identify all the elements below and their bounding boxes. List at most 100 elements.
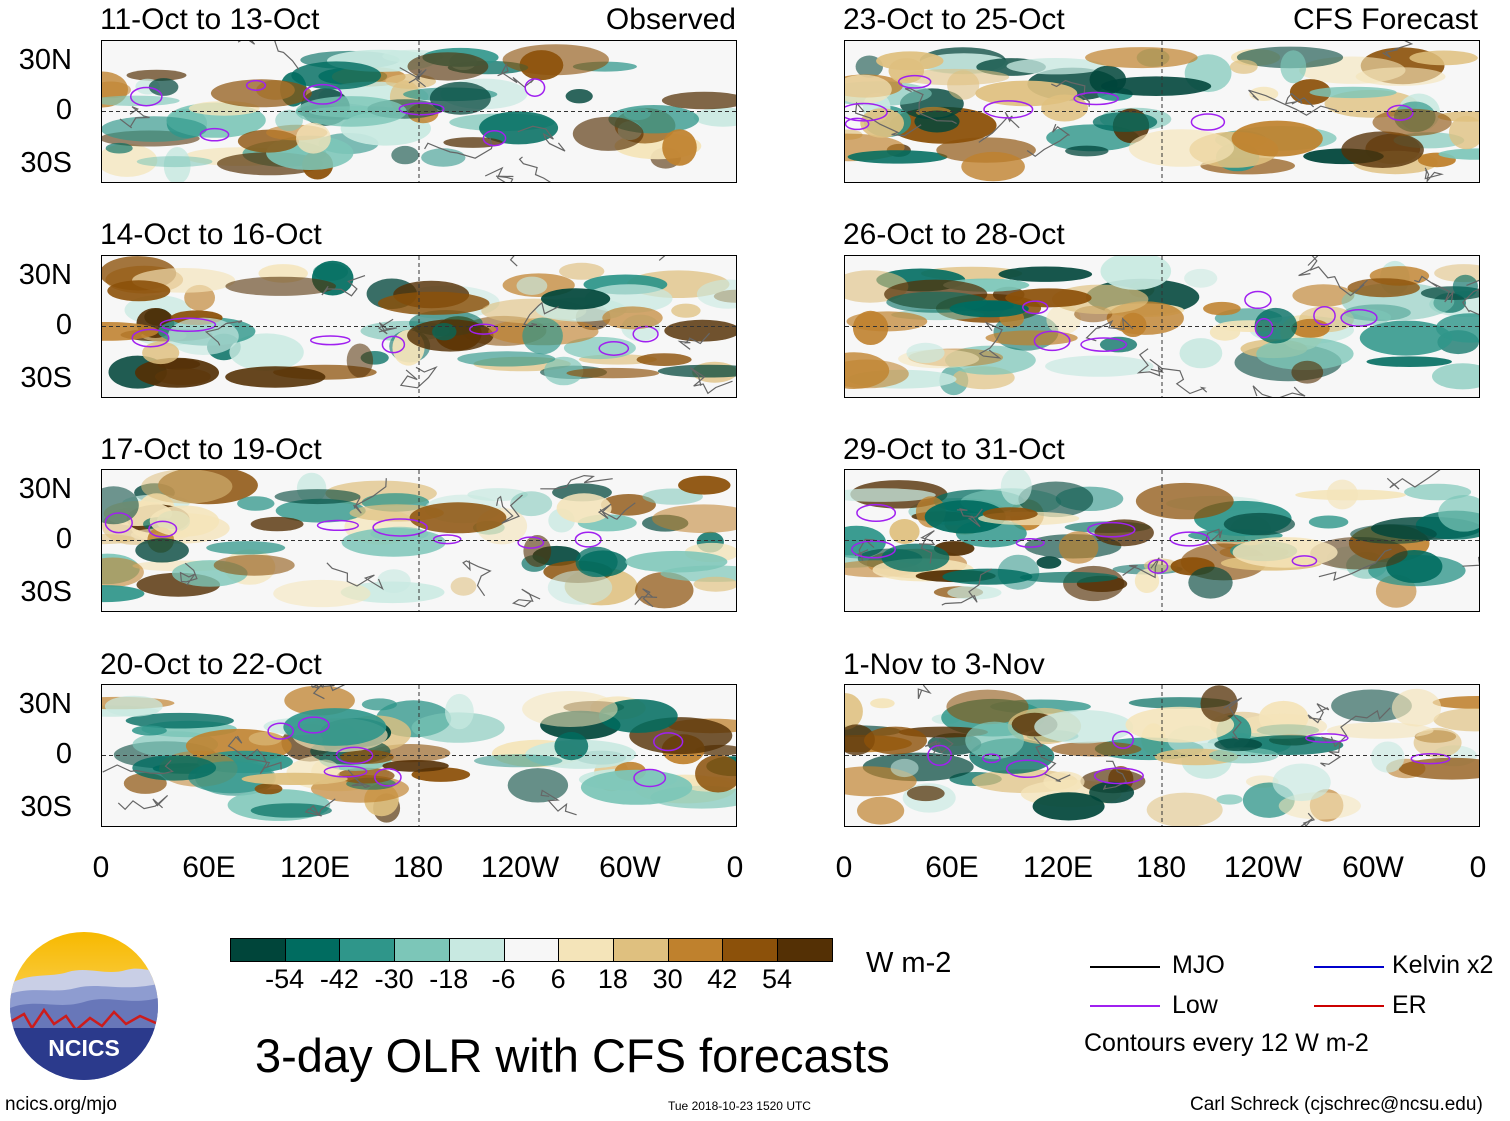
olr-field — [845, 256, 1479, 397]
olr-anomaly-blob — [845, 693, 863, 730]
lon-label-180: 180 — [1135, 851, 1187, 884]
footer-author: Carl Schreck (cjschrec@ncsu.edu) — [1190, 1094, 1483, 1115]
map-panel-fcst-3 — [844, 469, 1480, 612]
coastline — [854, 101, 922, 137]
olr-anomaly-blob — [1341, 131, 1424, 168]
coastline — [904, 87, 957, 125]
olr-anomaly-blob — [559, 262, 605, 280]
olr-anomaly-blob — [432, 323, 457, 341]
olr-anomaly-blob — [241, 772, 348, 785]
olr-anomaly-blob — [1291, 360, 1324, 384]
olr-anomaly-blob — [102, 585, 145, 603]
olr-anomaly-blob — [132, 755, 217, 781]
colorbar-bin — [667, 938, 724, 962]
lat-label-30s: 30S — [20, 576, 72, 608]
colorbar-bin — [777, 938, 833, 962]
lon-label-60w: 60W — [1342, 851, 1404, 884]
coastline — [1033, 736, 1071, 783]
olr-anomaly-blob — [522, 317, 563, 355]
map-panel-fcst-4 — [844, 684, 1480, 827]
coastline — [1026, 123, 1070, 158]
lon-label-60w: 60W — [599, 851, 661, 884]
olr-anomaly-blob — [1200, 685, 1238, 722]
olr-anomaly-blob — [1146, 792, 1223, 826]
olr-anomaly-blob — [1404, 483, 1472, 501]
ncics-logo: NCICS — [10, 932, 158, 1080]
coastline — [1462, 279, 1479, 316]
olr-anomaly-blob — [523, 535, 552, 567]
olr-anomaly-blob — [906, 785, 945, 802]
olr-anomaly-blob — [886, 291, 988, 313]
olr-anomaly-blob — [1326, 722, 1434, 739]
low-contour — [653, 732, 684, 752]
coastline — [978, 321, 1003, 359]
coastline — [1414, 275, 1454, 303]
lat-label-30n: 30N — [18, 688, 72, 720]
svg-text:NCICS: NCICS — [48, 1035, 120, 1061]
cfs-forecast-label: CFS Forecast — [1292, 3, 1478, 36]
low-contour — [598, 341, 630, 356]
low-contour — [983, 100, 1034, 119]
lon-label-0: 0 — [92, 851, 110, 884]
olr-anomaly-blob — [237, 496, 275, 511]
olr-anomaly-blob — [600, 494, 656, 516]
olr-field — [102, 470, 736, 611]
lon-label-120w: 120W — [1223, 851, 1303, 884]
lon-label-0: 0 — [1469, 851, 1487, 884]
olr-anomaly-blob — [126, 69, 187, 81]
olr-anomaly-blob — [102, 95, 180, 106]
coastline — [1424, 167, 1444, 182]
low-contour — [517, 536, 545, 549]
coastline — [689, 367, 733, 395]
coastline — [1149, 358, 1208, 395]
olr-anomaly-blob — [1355, 67, 1446, 86]
colorbar-bin — [339, 938, 396, 962]
map-panel-obs-2 — [101, 255, 737, 398]
legend-line-low — [1090, 1005, 1160, 1007]
coastline — [1330, 707, 1391, 748]
olr-anomaly-blob — [274, 489, 361, 505]
olr-anomaly-blob — [635, 572, 694, 609]
low-contour — [482, 130, 507, 147]
coastline — [517, 125, 566, 152]
low-contour — [199, 127, 230, 142]
low-contour — [1291, 555, 1318, 567]
low-contour — [1080, 337, 1128, 352]
ncics-logo-icon: NCICS — [10, 932, 158, 1080]
olr-anomaly-blob — [284, 685, 355, 716]
coastline — [509, 256, 518, 267]
coastline — [496, 494, 523, 524]
olr-anomaly-blob — [554, 732, 589, 761]
map-panel-obs-3 — [101, 469, 737, 612]
colorbar-tick-label: -6 — [491, 964, 516, 994]
olr-anomaly-blob — [541, 288, 611, 310]
low-contour — [1254, 317, 1274, 339]
olr-anomaly-blob — [860, 108, 904, 138]
low-contour — [398, 102, 445, 116]
olr-anomaly-blob — [1350, 524, 1437, 544]
low-contour — [856, 503, 897, 522]
olr-anomaly-blob — [136, 156, 213, 168]
coastline — [1122, 557, 1160, 579]
olr-anomaly-blob — [1229, 59, 1258, 74]
olr-anomaly-blob — [250, 516, 304, 532]
olr-anomaly-blob — [598, 699, 678, 733]
low-contour — [303, 83, 343, 105]
olr-anomaly-blob — [206, 541, 286, 555]
olr-anomaly-blob — [1432, 363, 1479, 390]
map-panel-fcst-2 — [844, 255, 1480, 398]
colorbar-tick-label: 30 — [652, 964, 683, 994]
low-contour — [1022, 300, 1049, 315]
olr-anomaly-blob — [625, 550, 728, 573]
low-contour — [297, 716, 330, 734]
coastline — [918, 530, 936, 564]
lat-label-30s: 30S — [20, 362, 72, 394]
footer-url: ncics.org/mjo — [5, 1094, 117, 1115]
olr-anomaly-blob — [1085, 47, 1198, 69]
panel-title-obs-3: 17-Oct to 19-Oct — [100, 433, 322, 466]
olr-anomaly-blob — [947, 585, 1002, 600]
colorbar-tick-label: -30 — [374, 964, 414, 994]
olr-anomaly-blob — [1256, 337, 1354, 370]
low-contour — [104, 512, 133, 534]
coastline — [377, 318, 397, 335]
